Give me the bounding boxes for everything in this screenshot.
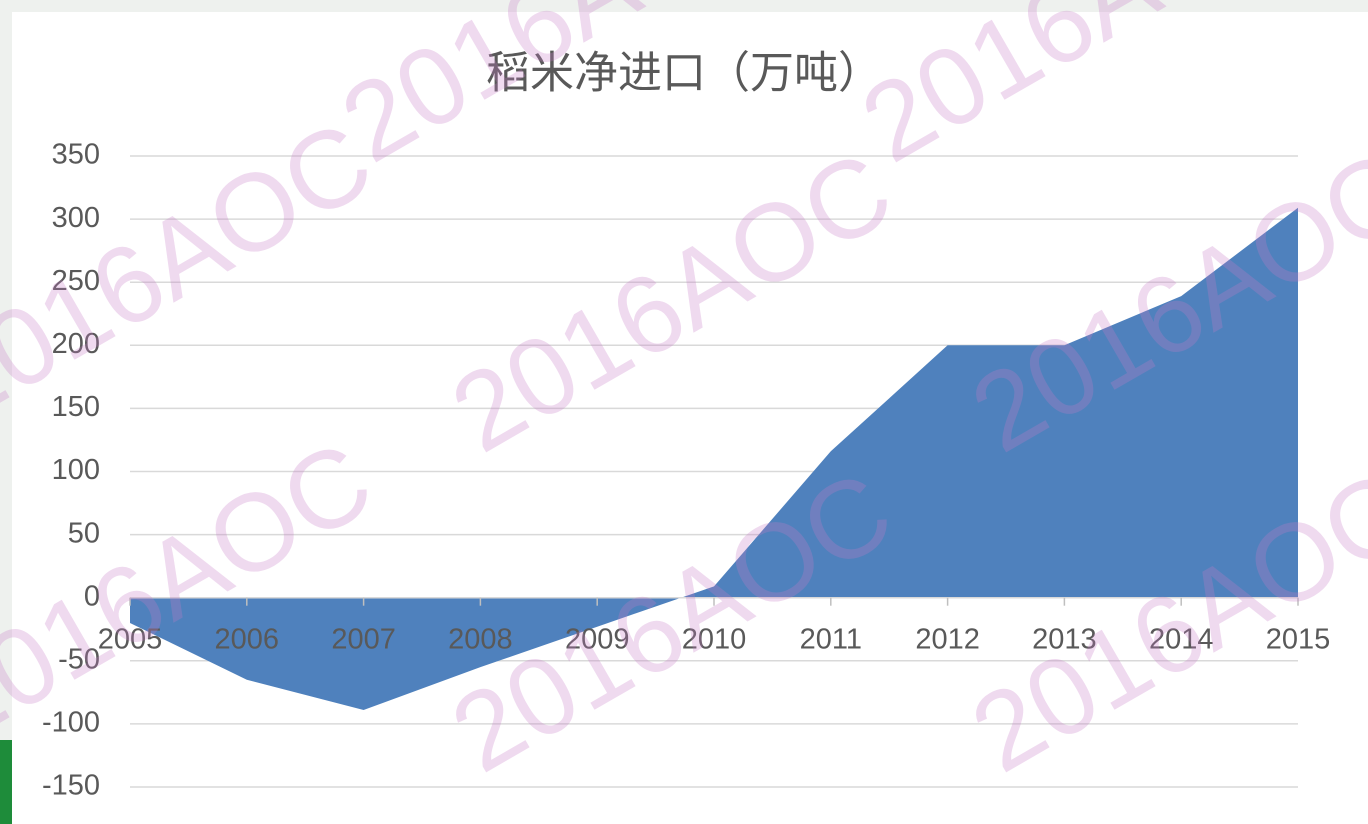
x-tick-label: 2012: [915, 623, 980, 655]
x-tick-label: 2013: [1032, 623, 1097, 655]
x-tick-label: 2008: [448, 623, 513, 655]
y-tick-label: -100: [42, 707, 100, 739]
y-tick-label: -150: [42, 770, 100, 802]
side-bar: [0, 740, 12, 824]
area: [130, 207, 1298, 711]
chart-title: 稻米净进口（万吨）: [486, 49, 882, 98]
x-tick-label: 2007: [331, 623, 396, 655]
y-tick-label: 100: [52, 454, 100, 486]
x-tick-label: 2011: [800, 623, 862, 655]
y-tick-label: 200: [52, 328, 100, 360]
x-tick-label: 2014: [1149, 623, 1214, 655]
y-tick-label: 0: [84, 580, 100, 612]
y-tick-label: 150: [52, 391, 100, 423]
x-tick-label: 2015: [1266, 623, 1331, 655]
x-tick-label: 2005: [98, 623, 163, 655]
x-tick-label: 2006: [215, 623, 280, 655]
y-tick-label: 300: [52, 202, 100, 234]
y-tick-label: 350: [52, 139, 100, 171]
y-tick-label: -50: [58, 643, 100, 675]
plot: -150 -100 -50 0 50 100 150 200 250 300 350 2005 2006…: [42, 139, 1330, 802]
x-tick-label: 2009: [565, 623, 630, 655]
x-tick-label: 2010: [682, 623, 747, 655]
y-tick-label: 250: [52, 265, 100, 297]
y-tick-label: 50: [68, 517, 100, 549]
